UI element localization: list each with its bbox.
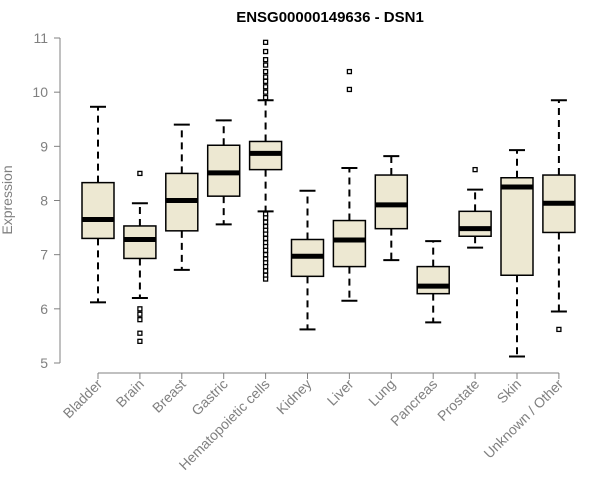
y-tick-label: 8 — [40, 193, 48, 209]
outlier-point — [262, 57, 269, 63]
outlier-point — [346, 68, 353, 75]
box-breast — [165, 123, 199, 271]
outlier-point — [262, 276, 269, 282]
x-tick-label: Brain — [113, 376, 147, 410]
outlier-point — [137, 330, 143, 336]
outlier-point — [262, 235, 269, 242]
box-kidney — [290, 189, 325, 331]
chart-title: ENSG00000149636 - DSN1 — [236, 9, 424, 26]
box-liver — [332, 68, 367, 302]
x-tick-label: Pancreas — [387, 376, 440, 429]
x-tick-label: Prostate — [434, 376, 482, 424]
iqr-box — [332, 219, 367, 268]
box-bladder — [81, 105, 115, 304]
box-hematopoietic-cells — [248, 39, 283, 282]
iqr-box — [81, 181, 115, 240]
outlier-point — [137, 311, 143, 317]
box-lung — [374, 155, 409, 262]
outlier-point — [346, 86, 353, 93]
iqr-box — [416, 265, 450, 295]
iqr-box — [123, 225, 157, 260]
outlier-point — [262, 215, 269, 221]
y-axis: 5 6 7 8 9 10 11 — [32, 30, 61, 371]
outlier-point — [262, 247, 269, 253]
y-tick-label: 10 — [32, 84, 48, 100]
box-prostate — [458, 166, 492, 249]
y-axis-label: Expression — [0, 165, 15, 234]
box-pancreas — [416, 240, 450, 324]
outlier-point — [262, 263, 269, 270]
outlier-point — [262, 48, 269, 55]
y-tick-label: 7 — [40, 247, 48, 263]
x-tick-label: Kidney — [273, 376, 315, 418]
iqr-box — [458, 210, 492, 237]
outlier-point — [262, 219, 269, 225]
x-tick-label: Lung — [365, 376, 398, 409]
outlier-point — [262, 62, 269, 68]
y-tick-label: 11 — [33, 30, 48, 46]
y-tick-label: 9 — [40, 138, 48, 154]
outlier-point — [262, 74, 269, 80]
x-tick-label: Liver — [324, 376, 357, 409]
x-tick-label: Unknown / Other — [480, 376, 566, 462]
outlier-point — [137, 317, 143, 323]
outlier-point — [556, 326, 562, 333]
outlier-point — [262, 252, 269, 258]
outlier-point — [137, 338, 143, 344]
box-brain — [123, 170, 157, 344]
x-tick-label: Bladder — [60, 376, 106, 422]
x-tick-label: Skin — [494, 376, 525, 407]
iqr-box — [500, 177, 534, 276]
outlier-point — [137, 170, 143, 177]
outlier-point — [472, 166, 478, 173]
outlier-point — [262, 39, 269, 45]
y-tick-label: 5 — [40, 355, 48, 371]
box-unknown-other — [542, 99, 576, 333]
outlier-point — [262, 89, 269, 95]
outlier-point — [262, 94, 269, 101]
box-gastric — [206, 119, 241, 226]
outlier-point — [137, 306, 143, 312]
outlier-point — [262, 231, 269, 237]
outlier-point — [262, 268, 269, 274]
boxes — [81, 39, 576, 358]
y-tick-label: 6 — [40, 301, 48, 317]
box-skin — [500, 149, 534, 358]
outlier-point — [262, 68, 269, 75]
outlier-point — [262, 84, 269, 90]
x-tick-label: Breast — [149, 376, 189, 416]
outlier-point — [262, 78, 269, 84]
iqr-box — [374, 174, 409, 230]
